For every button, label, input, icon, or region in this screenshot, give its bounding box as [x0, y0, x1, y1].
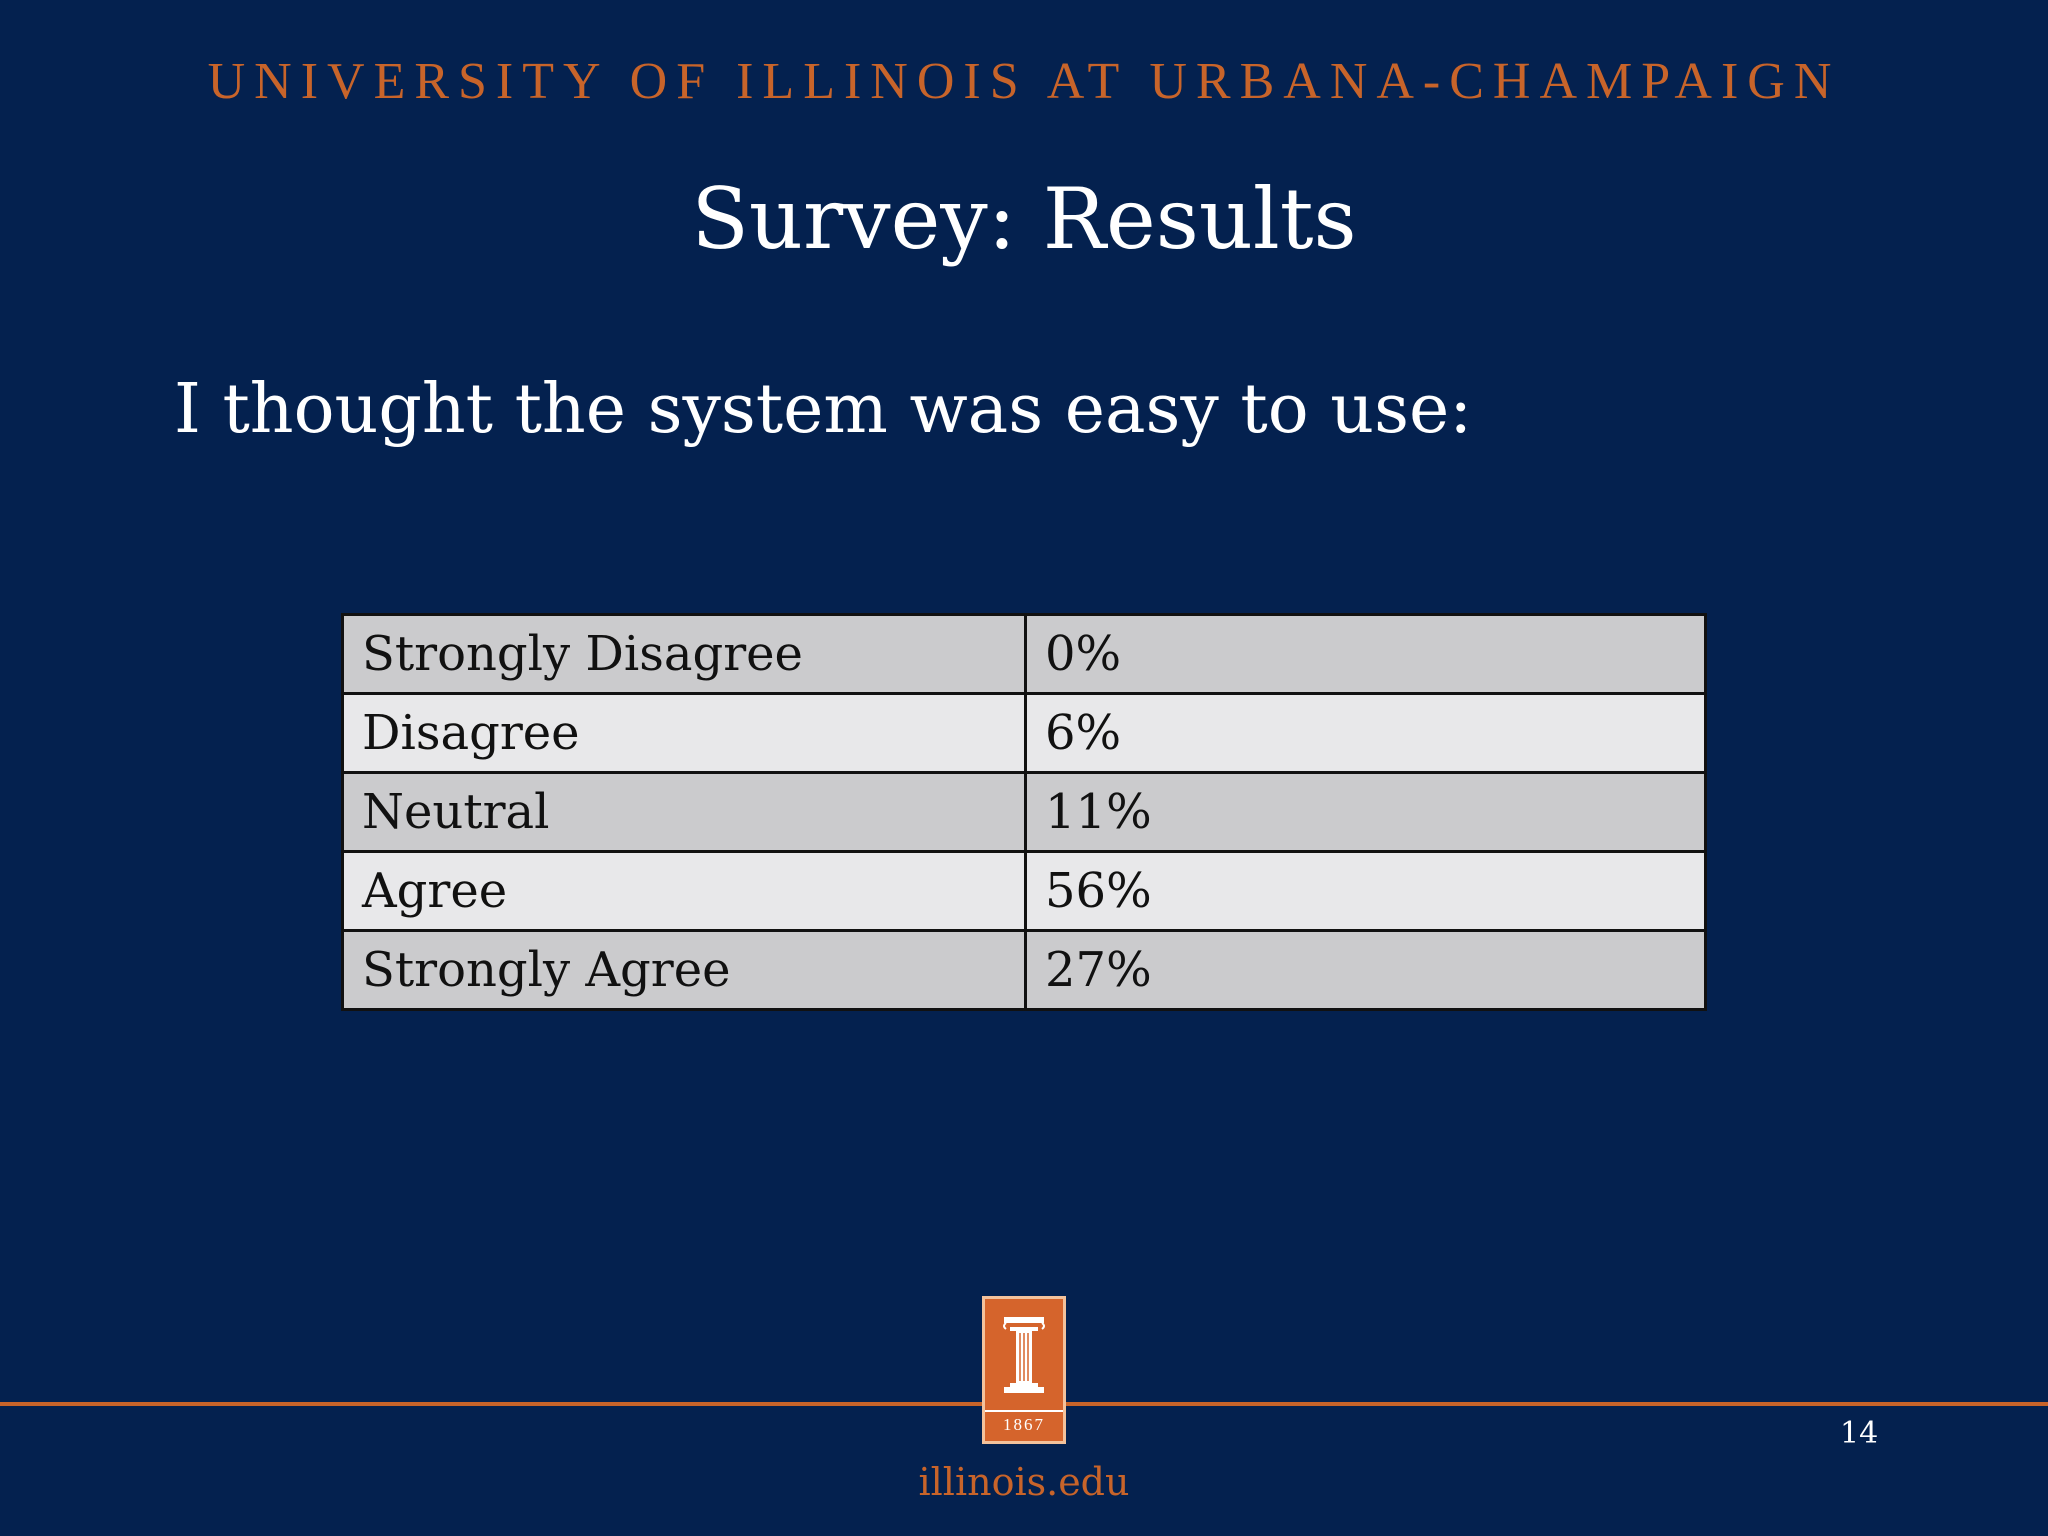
- university-logo: 1867: [982, 1296, 1066, 1444]
- slide-title: Survey: Results: [691, 170, 1357, 268]
- percent-cell: 11%: [1024, 771, 1707, 853]
- page-number: 14: [1840, 1416, 1879, 1451]
- percent-cell: 27%: [1024, 929, 1707, 1011]
- results-table: Strongly Disagree 0% Disagree 6% Neutral…: [341, 613, 1707, 1011]
- table-row: Agree 56%: [341, 850, 1707, 932]
- table-row: Strongly Disagree 0%: [341, 613, 1707, 695]
- response-cell: Strongly Disagree: [341, 613, 1027, 695]
- response-cell: Strongly Agree: [341, 929, 1027, 1011]
- survey-question: I thought the system was easy to use:: [174, 370, 1473, 449]
- response-cell: Disagree: [341, 692, 1027, 774]
- percent-cell: 0%: [1024, 613, 1707, 695]
- table-row: Neutral 11%: [341, 771, 1707, 853]
- logo-year: 1867: [985, 1410, 1063, 1435]
- table-row: Strongly Agree 27%: [341, 929, 1707, 1011]
- response-cell: Neutral: [341, 771, 1027, 853]
- footer-url: illinois.edu: [918, 1460, 1130, 1504]
- response-cell: Agree: [341, 850, 1027, 932]
- university-header: UNIVERSITY OF ILLINOIS AT URBANA-CHAMPAI…: [207, 53, 1841, 110]
- percent-cell: 56%: [1024, 850, 1707, 932]
- percent-cell: 6%: [1024, 692, 1707, 774]
- table-row: Disagree 6%: [341, 692, 1707, 774]
- block-i-pillar-icon: [1003, 1317, 1045, 1393]
